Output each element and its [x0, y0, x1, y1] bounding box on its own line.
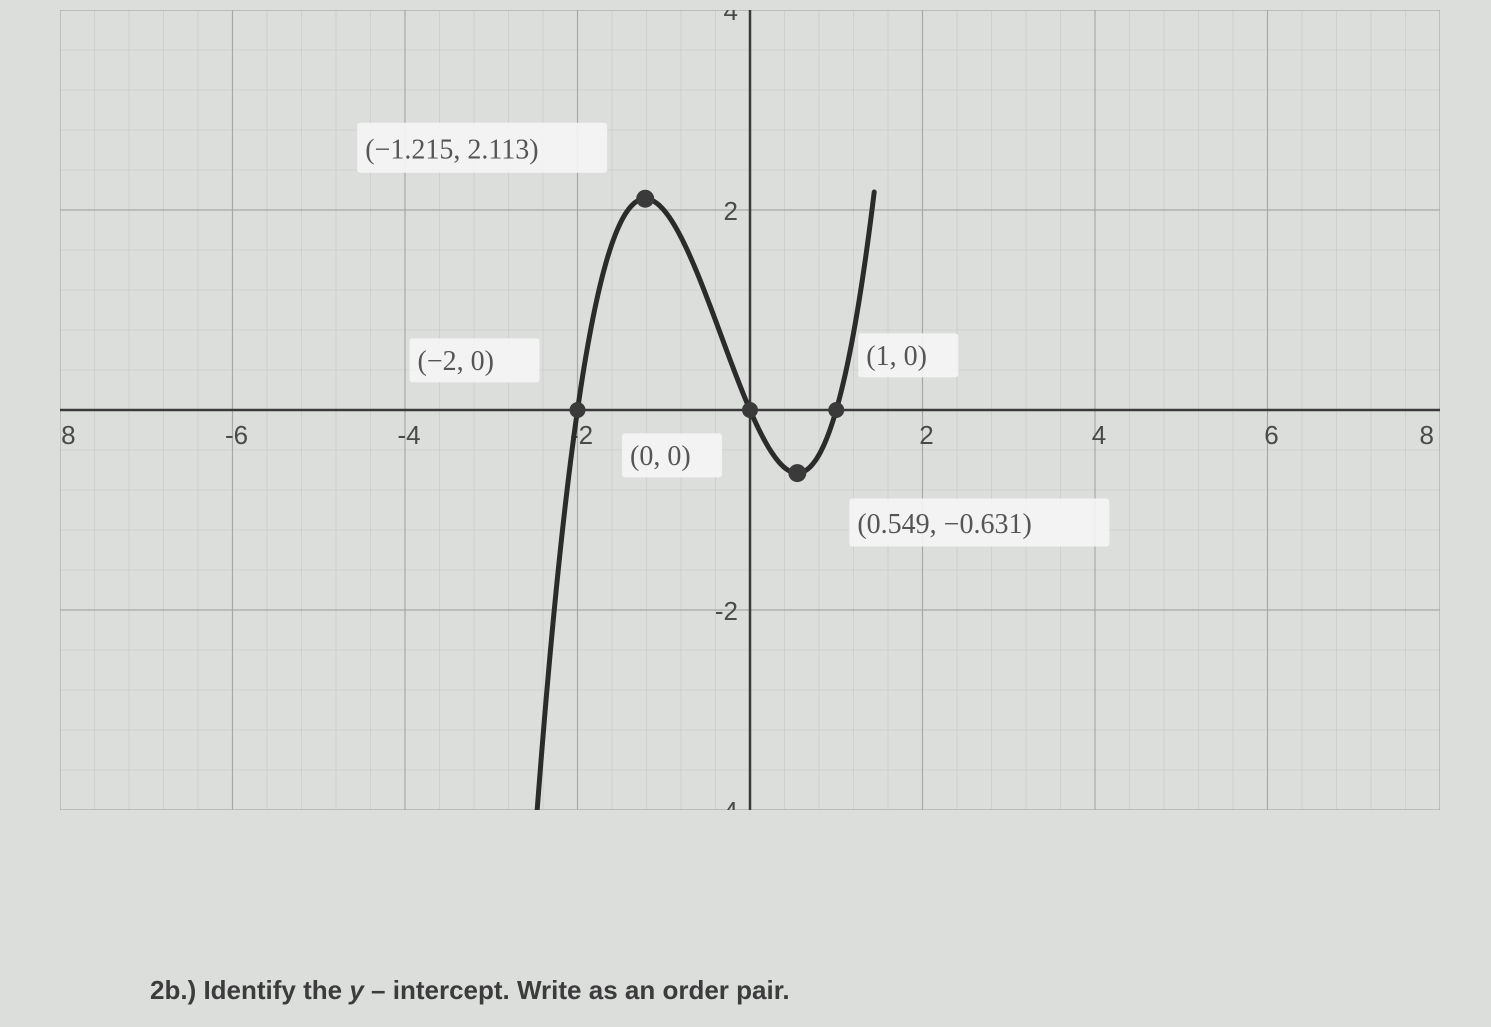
svg-text:-4: -4 [397, 420, 420, 450]
chart-svg: -8-6-4-22468-4-224 (−2, 0)(−1.215, 2.113… [60, 10, 1440, 810]
svg-text:8: 8 [1420, 420, 1434, 450]
svg-text:(0, 0): (0, 0) [630, 441, 691, 472]
svg-text:(−2, 0): (−2, 0) [418, 346, 494, 377]
svg-text:4: 4 [724, 10, 738, 26]
question-rest: intercept. Write as an order pair. [393, 975, 790, 1005]
svg-text:-4: -4 [715, 796, 738, 810]
svg-text:(0.549, −0.631): (0.549, −0.631) [857, 509, 1031, 540]
svg-text:-6: -6 [225, 420, 248, 450]
question-prefix: 2b.) Identify the [150, 975, 349, 1005]
question-text: 2b.) Identify the y – intercept. Write a… [150, 975, 790, 1006]
svg-text:(−1.215, 2.113): (−1.215, 2.113) [365, 135, 538, 166]
svg-text:2: 2 [724, 196, 738, 226]
svg-text:6: 6 [1264, 420, 1278, 450]
coordinate-graph: -8-6-4-22468-4-224 (−2, 0)(−1.215, 2.113… [60, 10, 1440, 810]
question-var: y [349, 975, 363, 1005]
svg-text:(1, 0): (1, 0) [866, 341, 927, 372]
svg-text:-2: -2 [715, 596, 738, 626]
svg-text:2: 2 [919, 420, 933, 450]
svg-text:-8: -8 [60, 420, 76, 450]
question-dash: – [364, 975, 393, 1005]
svg-text:4: 4 [1092, 420, 1106, 450]
